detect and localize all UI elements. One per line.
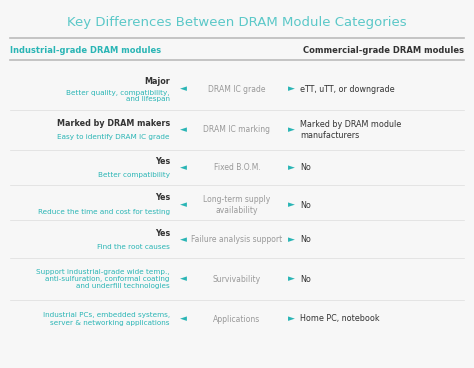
Text: Yes: Yes [155,194,170,202]
Text: Easy to identify DRAM IC grade: Easy to identify DRAM IC grade [57,134,170,140]
Text: No: No [300,201,311,209]
Text: Long-term supply
availability: Long-term supply availability [203,195,271,215]
Text: Industrial-grade DRAM modules: Industrial-grade DRAM modules [10,46,161,55]
Text: ►: ► [288,85,294,93]
Text: Major: Major [144,78,170,86]
Text: ◄: ◄ [180,275,186,283]
Text: ◄: ◄ [180,85,186,93]
Text: Marked by DRAM module
manufacturers: Marked by DRAM module manufacturers [300,120,401,140]
Text: ►: ► [288,125,294,134]
Text: ◄: ◄ [180,201,186,209]
Text: ►: ► [288,201,294,209]
Text: Better compatibility: Better compatibility [98,172,170,178]
Text: ◄: ◄ [180,125,186,134]
Text: DRAM IC grade: DRAM IC grade [208,85,266,93]
Text: Find the root causes: Find the root causes [97,244,170,250]
Text: Home PC, notebook: Home PC, notebook [300,315,380,323]
Text: Marked by DRAM makers: Marked by DRAM makers [57,118,170,127]
Text: No: No [300,236,311,244]
Text: Failure analysis support: Failure analysis support [191,236,283,244]
Text: Applications: Applications [213,315,261,323]
Text: Support industrial-grade wide temp.,
anti-sulfuration, conformal coating
and und: Support industrial-grade wide temp., ant… [36,269,170,289]
Text: ◄: ◄ [180,315,186,323]
Text: ◄: ◄ [180,236,186,244]
Text: Commercial-grade DRAM modules: Commercial-grade DRAM modules [303,46,464,55]
Text: Fixed B.O.M.: Fixed B.O.M. [214,163,260,173]
Text: No: No [300,275,311,283]
Text: Industrial PCs, embedded systems,
server & networking applications: Industrial PCs, embedded systems, server… [43,312,170,326]
Text: Key Differences Between DRAM Module Categories: Key Differences Between DRAM Module Cate… [67,16,407,29]
Text: Yes: Yes [155,229,170,237]
Text: No: No [300,163,311,173]
Text: Better quality, compatibility,
and lifespan: Better quality, compatibility, and lifes… [66,89,170,103]
Text: ►: ► [288,315,294,323]
Text: Yes: Yes [155,156,170,166]
Text: eTT, uTT, or downgrade: eTT, uTT, or downgrade [300,85,395,93]
Text: DRAM IC marking: DRAM IC marking [203,125,271,134]
Text: Survivability: Survivability [213,275,261,283]
Text: ►: ► [288,236,294,244]
Text: Reduce the time and cost for testing: Reduce the time and cost for testing [38,209,170,215]
Text: ►: ► [288,163,294,173]
Text: ◄: ◄ [180,163,186,173]
Text: ►: ► [288,275,294,283]
